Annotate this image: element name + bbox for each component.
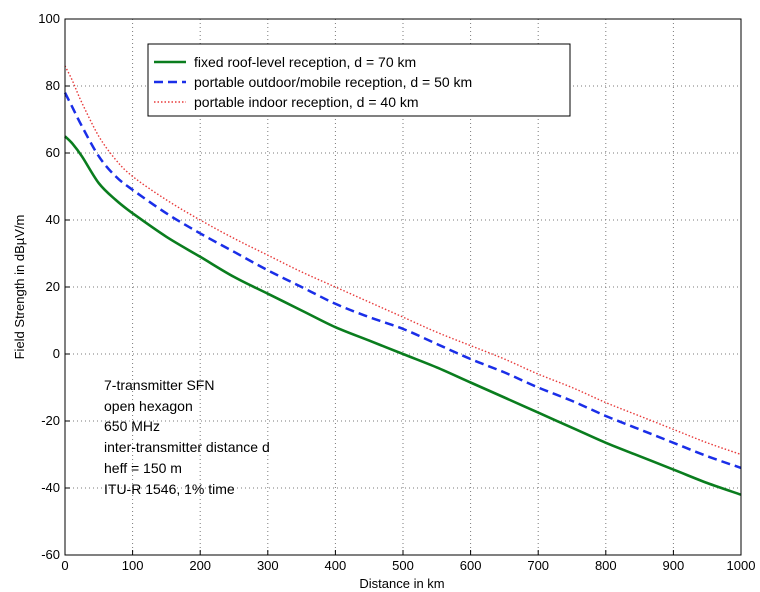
x-axis-label: Distance in km xyxy=(359,576,444,591)
annotation-line-4: inter-transmitter distance d xyxy=(104,439,270,455)
x-tick-label: 0 xyxy=(61,558,68,573)
curves xyxy=(63,65,742,496)
y-tick-label: 60 xyxy=(46,145,60,160)
y-tick-label: -20 xyxy=(41,413,60,428)
x-tick-label: 400 xyxy=(325,558,347,573)
curve-fixed-roof-level xyxy=(64,135,742,496)
annotation-block: 7-transmitter SFN open hexagon 650 MHz i… xyxy=(104,377,270,497)
legend: fixed roof-level reception, d = 70 km po… xyxy=(147,43,571,117)
y-tick-label: 0 xyxy=(53,346,60,361)
legend-label-portable-indoor: portable indoor reception, d = 40 km xyxy=(194,94,419,110)
x-tick-label: 800 xyxy=(595,558,617,573)
y-tick-label: 20 xyxy=(46,279,60,294)
annotation-line-5: heff = 150 m xyxy=(104,460,182,476)
annotation-line-6: ITU-R 1546, 1% time xyxy=(104,481,235,497)
annotation-line-3: 650 MHz xyxy=(104,418,160,434)
curve-portable-indoor xyxy=(64,65,742,456)
y-tick-label: -40 xyxy=(41,480,60,495)
x-tick-label: 600 xyxy=(460,558,482,573)
annotation-line-2: open hexagon xyxy=(104,398,193,414)
y-axis-label: Field Strength in dBµV/m xyxy=(12,215,27,360)
legend-box xyxy=(147,43,571,117)
annotation-line-1: 7-transmitter SFN xyxy=(104,377,214,393)
x-tick-label: 500 xyxy=(392,558,414,573)
y-tick-label: -60 xyxy=(41,547,60,562)
x-tick-label: 900 xyxy=(663,558,685,573)
legend-label-portable-outdoor: portable outdoor/mobile reception, d = 5… xyxy=(194,74,472,90)
tick-labels: 0 100 200 300 400 500 600 700 800 900 1000-60-40-2… xyxy=(38,11,755,573)
y-tick-label: 40 xyxy=(46,212,60,227)
y-tick-label: 100 xyxy=(38,11,60,26)
x-tick-label: 200 xyxy=(189,558,211,573)
x-tick-label: 100 xyxy=(122,558,144,573)
y-tick-label: 80 xyxy=(46,78,60,93)
legend-label-fixed: fixed roof-level reception, d = 70 km xyxy=(194,54,416,70)
x-tick-label: 700 xyxy=(527,558,549,573)
x-tick-label: 300 xyxy=(257,558,279,573)
curve-portable-outdoor-mobile xyxy=(63,92,742,470)
x-tick-label: 1000 xyxy=(727,558,756,573)
